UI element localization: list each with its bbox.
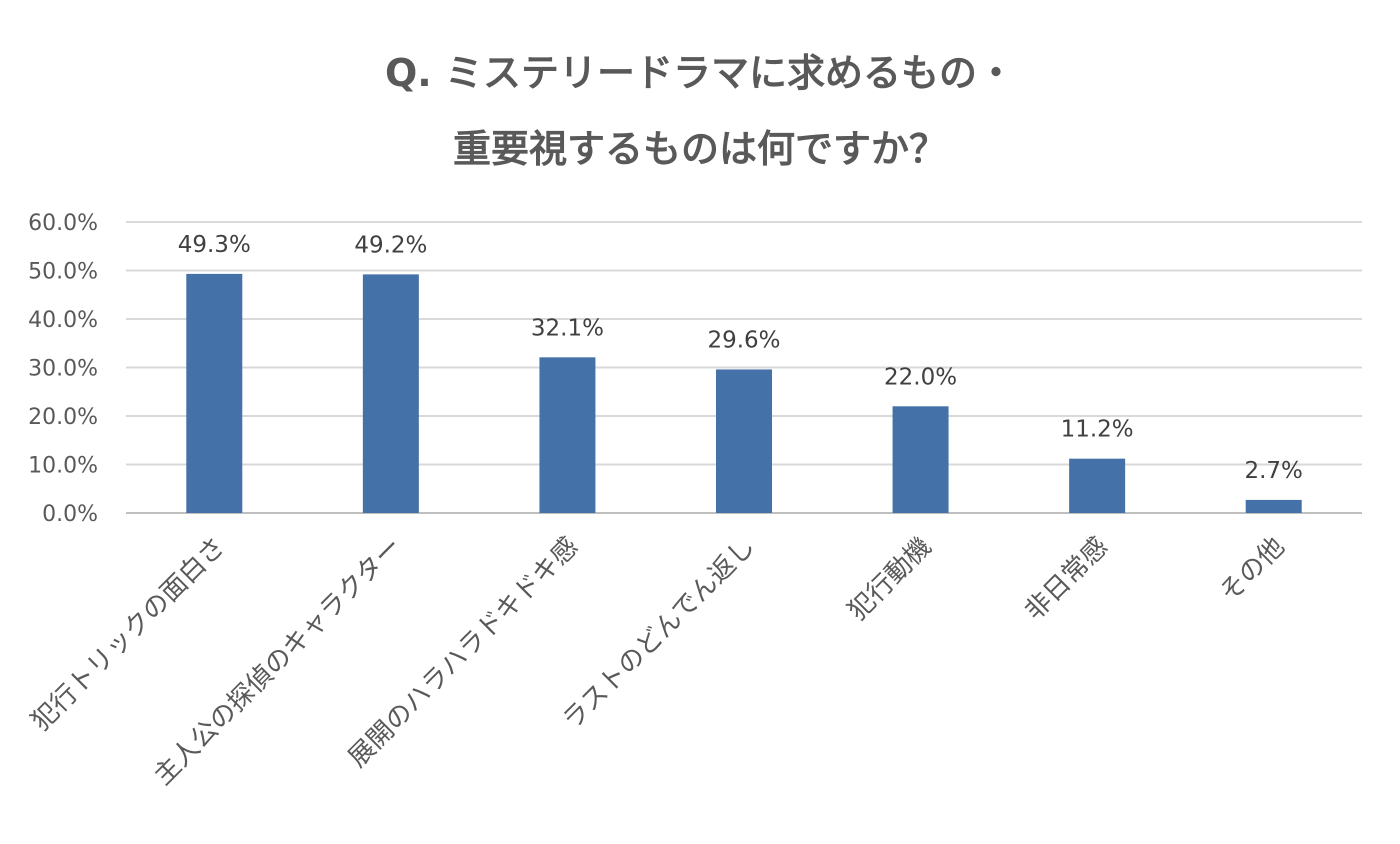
y-tick-label: 20.0% [28, 405, 98, 430]
bar [892, 406, 949, 513]
y-tick-label: 50.0% [28, 260, 98, 285]
category-label: 犯行動機 [843, 532, 938, 627]
category-labels: 犯行トリックの面白さ主人公の探偵のキャラクター展開のハラハラドキドキ感ラストのど… [26, 532, 1291, 791]
category-label: 非日常感 [1019, 532, 1114, 627]
category-label: 犯行トリックの面白さ [26, 532, 231, 737]
data-label: 22.0% [884, 364, 957, 390]
bar [539, 357, 596, 513]
data-label: 29.6% [707, 327, 780, 353]
data-label: 11.2% [1061, 417, 1134, 443]
y-tick-label: 0.0% [42, 502, 98, 527]
bar [1069, 458, 1126, 513]
category-label: その他 [1214, 532, 1290, 608]
y-tick-label: 40.0% [28, 308, 98, 333]
data-label: 32.1% [531, 315, 604, 341]
category-label: ラストのどんでん返し [557, 532, 761, 736]
data-label: 49.2% [354, 232, 427, 258]
chart-title-line-2: 重要視するものは何ですか？ [453, 127, 947, 171]
y-tick-label: 60.0% [28, 211, 98, 236]
chart-title: Q. ミステリードラマに求めるもの・ 重要視するものは何ですか？ [385, 51, 1015, 171]
bar [362, 274, 419, 513]
chart-title-line-1: Q. ミステリードラマに求めるもの・ [385, 51, 1015, 95]
bars [186, 273, 1302, 513]
bar [186, 273, 243, 513]
data-label: 2.7% [1244, 458, 1302, 484]
data-label: 49.3% [178, 232, 251, 258]
data-labels: 49.3% 49.2% 32.1% 29.6% 22.0% 11.2% 2.7% [178, 232, 1303, 484]
y-axis-ticks: 0.0% 10.0% 20.0% 30.0% 40.0% 50.0% 60.0% [28, 211, 98, 527]
y-tick-label: 10.0% [28, 454, 98, 479]
bar [1245, 499, 1302, 513]
y-tick-label: 30.0% [28, 357, 98, 382]
bar [716, 369, 772, 513]
